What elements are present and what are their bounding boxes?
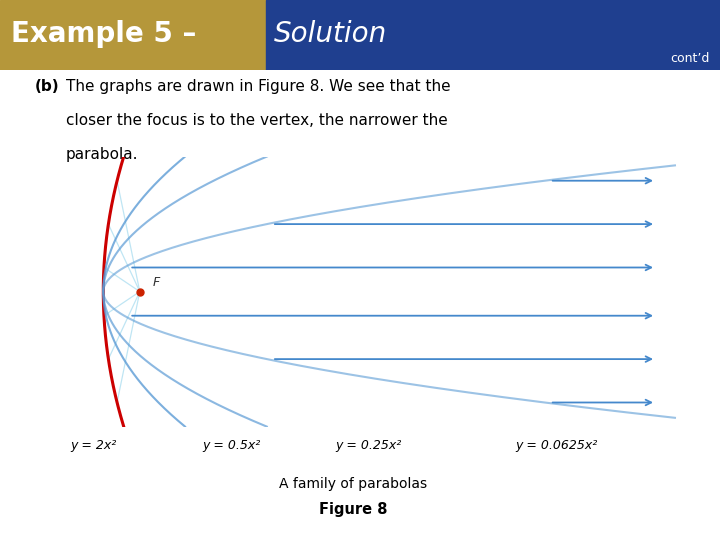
Bar <box>0 0 266 70</box>
Text: $F$: $F$ <box>153 276 161 289</box>
Text: y = 0.5x²: y = 0.5x² <box>202 439 260 452</box>
Text: parabola.: parabola. <box>66 147 138 163</box>
Text: cont’d: cont’d <box>670 52 709 65</box>
Bar <box>266 0 720 70</box>
Text: (b): (b) <box>35 79 60 94</box>
Text: A family of parabolas: A family of parabolas <box>279 477 427 491</box>
Text: closer the focus is to the vertex, the narrower the: closer the focus is to the vertex, the n… <box>66 113 447 129</box>
Text: y = 0.0625x²: y = 0.0625x² <box>516 439 598 452</box>
Text: Solution: Solution <box>274 19 387 48</box>
Text: 29: 29 <box>690 507 717 526</box>
Text: Example 5 –: Example 5 – <box>11 19 206 48</box>
Text: The graphs are drawn in Figure 8. We see that the: The graphs are drawn in Figure 8. We see… <box>66 79 450 94</box>
Text: Figure 8: Figure 8 <box>318 502 387 517</box>
Text: y = 2x²: y = 2x² <box>70 439 117 452</box>
Text: y = 0.25x²: y = 0.25x² <box>336 439 402 452</box>
